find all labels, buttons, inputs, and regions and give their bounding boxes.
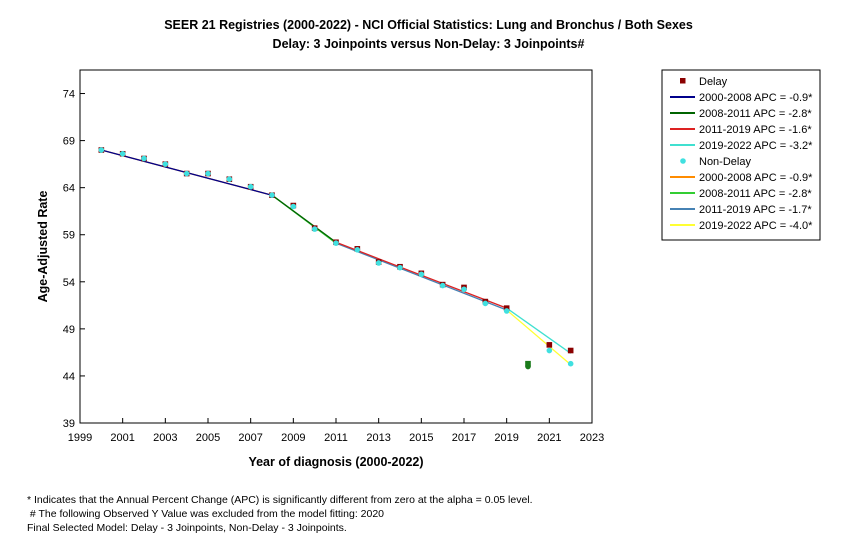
- x-tick-label: 2001: [110, 432, 134, 444]
- legend-nondelay-marker: [680, 158, 686, 164]
- y-tick-label: 74: [63, 89, 75, 101]
- footnote-excluded: # The following Observed Y Value was exc…: [27, 508, 385, 520]
- y-tick-label: 64: [63, 183, 75, 195]
- y-tick-label: 39: [63, 418, 75, 430]
- x-tick-label: 2003: [153, 432, 177, 444]
- x-tick-label: 2013: [366, 432, 390, 444]
- x-tick-label: 2019: [494, 432, 518, 444]
- nondelay-point: [247, 183, 254, 190]
- legend-box: [661, 69, 821, 241]
- legend-entry: 2008-2011 APC = -2.8*: [699, 108, 812, 120]
- nondelay-point: [311, 226, 318, 232]
- x-tick-label: 2005: [196, 432, 220, 444]
- delay-point: [525, 360, 531, 367]
- y-axis-label: Age-Adjusted Rate: [36, 191, 50, 303]
- x-axis-label: Year of diagnosis (2000-2022): [248, 455, 423, 469]
- y-tick-label: 69: [63, 136, 75, 148]
- y-tick-label: 59: [63, 230, 75, 242]
- delay-point: [567, 347, 574, 354]
- nondelay-point: [269, 192, 275, 198]
- nondelay-point: [461, 286, 467, 293]
- nondelay-point: [397, 264, 403, 271]
- legend-nondelay-label: Non-Delay: [699, 156, 751, 168]
- nondelay-point: [418, 271, 425, 278]
- legend-entry: 2019-2022 APC = -4.0*: [699, 220, 813, 232]
- fit-line-delay: [271, 194, 337, 243]
- nondelay-point: [183, 170, 190, 177]
- nondelay-point: [503, 308, 510, 314]
- legend-delay-marker: [680, 78, 686, 84]
- nondelay-point: [354, 246, 361, 253]
- nondelay-point: [439, 282, 446, 289]
- chart-title: SEER 21 Registries (2000-2022) - NCI Off…: [164, 18, 693, 32]
- legend-delay-label: Delay: [699, 76, 728, 88]
- nondelay-point: [141, 155, 147, 162]
- y-tick-label: 44: [63, 371, 75, 383]
- x-tick-label: 2011: [324, 432, 348, 444]
- nondelay-point: [205, 170, 211, 177]
- y-tick-label: 54: [63, 277, 75, 289]
- x-tick-label: 2017: [452, 432, 476, 444]
- nondelay-point: [567, 360, 574, 367]
- nondelay-point: [482, 300, 489, 307]
- chart-subtitle: Delay: 3 Joinpoints versus Non-Delay: 3 …: [272, 37, 585, 51]
- chart-canvas: 39 44 49 54 59 64 69 74 1999 2001 2003 2005 2007 2009…: [36, 69, 821, 469]
- nondelay-point: [119, 150, 126, 157]
- footnote-apc: * Indicates that the Annual Percent Chan…: [27, 494, 533, 506]
- nondelay-point: [98, 147, 105, 153]
- nondelay-point: [162, 161, 169, 167]
- y-tick-label: 49: [63, 324, 75, 336]
- x-tick-label: 2023: [580, 432, 604, 444]
- x-tick-label: 2009: [281, 432, 305, 444]
- nondelay-point: [333, 240, 339, 247]
- delay-point: [546, 342, 553, 348]
- delay-point: [503, 305, 510, 311]
- nondelay-point: [525, 363, 531, 370]
- nondelay-point: [226, 176, 233, 182]
- x-tick-label: 1999: [68, 432, 92, 444]
- legend-entry: 2000-2008 APC = -0.9*: [699, 172, 813, 184]
- footnote-model: Final Selected Model: Delay - 3 Joinpoin…: [27, 522, 347, 534]
- nondelay-point: [290, 203, 297, 210]
- legend-entry: 2008-2011 APC = -2.8*: [699, 188, 812, 200]
- x-tick-label: 2015: [409, 432, 433, 444]
- legend-entry: 2000-2008 APC = -0.9*: [699, 92, 813, 104]
- fit-line-delay: [506, 307, 572, 354]
- plot-frame: [79, 69, 593, 424]
- x-tick-label: 2021: [537, 432, 561, 444]
- fit-line-nondelay: [506, 309, 572, 366]
- nondelay-point: [375, 260, 382, 266]
- nondelay-point: [546, 347, 553, 354]
- legend-entry: 2011-2019 APC = -1.7*: [699, 204, 812, 216]
- x-tick-label: 2007: [238, 432, 262, 444]
- legend-entry: 2011-2019 APC = -1.6*: [699, 124, 812, 136]
- legend-entry: 2019-2022 APC = -3.2*: [699, 140, 813, 152]
